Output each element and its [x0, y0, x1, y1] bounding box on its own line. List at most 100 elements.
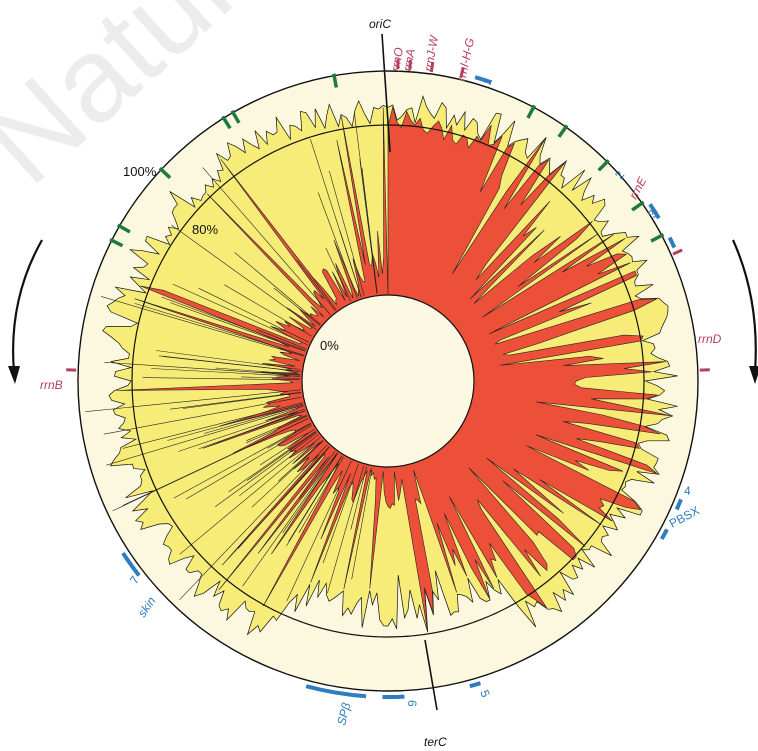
profile-spike [273, 287, 320, 326]
profile-spike [286, 460, 352, 602]
profile-spike [106, 405, 304, 466]
profile-spike [158, 355, 301, 372]
pct-80-label: 80% [192, 222, 218, 237]
prophage-4-label: 4 [684, 484, 691, 498]
profile-spike [282, 453, 339, 534]
oriC-line [381, 33, 391, 153]
profile-spike [142, 377, 301, 381]
terC-line [424, 639, 438, 711]
profile-spike [327, 465, 365, 594]
profile-spike [167, 403, 304, 441]
profile-spike [322, 463, 359, 564]
profile-spike [361, 168, 378, 294]
profile-spike [202, 167, 331, 315]
prophage-1-label: 1 [480, 76, 496, 87]
prophage-7-label: 7 [127, 573, 143, 587]
profile-spike [170, 392, 301, 410]
profile-spike [296, 260, 336, 311]
profile-spike [228, 430, 316, 492]
profile-spike [171, 224, 317, 330]
profile-spike [104, 362, 301, 376]
profile-spike [325, 247, 352, 302]
profile-spike [170, 302, 306, 352]
marker-tick [109, 237, 124, 248]
profile-spike [112, 418, 309, 512]
profile-spike [246, 431, 317, 481]
marker-tick [230, 109, 241, 124]
rrnD-label: rrnD [698, 332, 722, 346]
arrowhead-left [8, 366, 20, 384]
skin-label: skin [135, 594, 159, 620]
profile-spike [329, 170, 365, 297]
profile-spike [173, 422, 311, 499]
profile-spike [178, 408, 305, 452]
prophage-arc [674, 498, 683, 511]
oriC-label: oriC [369, 17, 391, 31]
marker-tick [650, 232, 665, 243]
marker-tick [597, 159, 610, 172]
marker-tick [158, 166, 172, 180]
terC-label: terC [424, 735, 447, 749]
profile-spike [359, 159, 378, 294]
profile-spike [198, 288, 310, 343]
profile-spike [198, 410, 306, 450]
profile-spike [156, 350, 301, 370]
prophage-arc [648, 203, 661, 220]
arrowhead-right [749, 366, 758, 384]
profile-spike [251, 440, 324, 508]
prophage-arc [659, 528, 669, 540]
profile-spike [234, 252, 321, 325]
prophage-arc [469, 681, 481, 689]
pct-0-label: 0% [320, 338, 339, 353]
profile-spike [215, 367, 301, 375]
rrn-tick [429, 61, 435, 73]
rrn-tick [672, 248, 683, 256]
profile-spike [242, 452, 338, 587]
profile-spike [239, 434, 319, 497]
profile-spike [203, 404, 304, 434]
profile-spike [172, 283, 308, 346]
prophage-arc [667, 236, 677, 249]
profile-spike [290, 446, 330, 491]
profile-spike [246, 414, 308, 441]
rrn-tick [408, 59, 412, 70]
marker-tick [557, 124, 569, 138]
rrnI-H-G-label: rrnI-H-G [454, 37, 477, 83]
rrnJ-W-label: rrnJ-W [421, 33, 441, 73]
PBSX-label: PBSX [667, 503, 702, 530]
profile-spike [299, 451, 336, 499]
prophage-arc [121, 552, 141, 577]
profile-spike [182, 392, 301, 409]
profile-spike [339, 230, 362, 298]
profile-spike [246, 415, 308, 444]
profile-spike [215, 432, 318, 508]
profile-spike [101, 296, 304, 357]
profile-spike [298, 456, 344, 533]
profile-spike [267, 423, 312, 449]
marker-tick [631, 200, 645, 212]
profile-spike [151, 368, 301, 377]
profile-spike [179, 437, 321, 555]
profile-spike [161, 296, 306, 351]
rrnO-label: rrnO [388, 46, 406, 72]
pct-100-label: 100% [123, 164, 157, 179]
prophage-arc [305, 684, 367, 699]
profile-spike [350, 466, 367, 530]
profile-spike [278, 440, 324, 482]
prophage-arc [474, 75, 492, 85]
profile-spike [307, 270, 337, 311]
profile-spike [134, 303, 304, 356]
profile-spike [186, 425, 313, 500]
feature-ticks [66, 59, 710, 700]
marker-tick [221, 115, 232, 130]
ring-0-percent [301, 294, 475, 468]
rrnA-label: rrnA [400, 48, 418, 73]
marker-tick [526, 104, 537, 119]
profile-spike [260, 429, 315, 466]
profile-spike [241, 376, 301, 379]
profile-spike [256, 329, 307, 350]
profile-spike [237, 446, 330, 549]
profile-spike [224, 284, 313, 337]
profile-spike [317, 192, 358, 299]
profile-spike [122, 402, 303, 449]
